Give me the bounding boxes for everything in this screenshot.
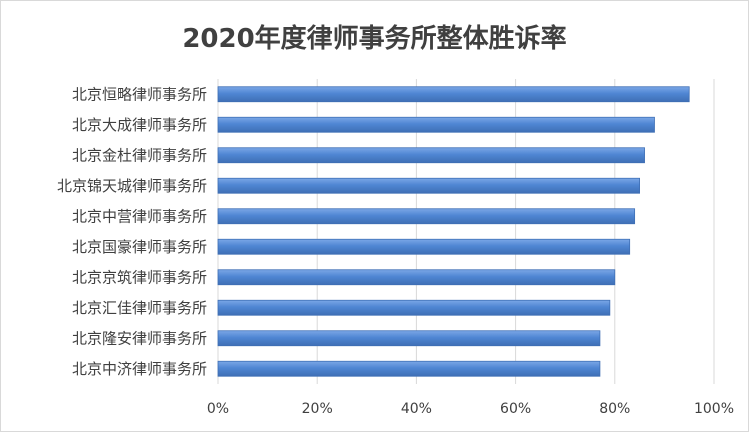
category-label: 北京隆安律师事务所 (72, 329, 207, 347)
bar (217, 208, 636, 225)
bar (217, 238, 631, 255)
category-label: 北京恒略律师事务所 (72, 85, 207, 103)
bar (217, 177, 641, 194)
bar (217, 360, 601, 377)
category-label: 北京汇佳律师事务所 (72, 299, 207, 317)
chart-title: 2020年度律师事务所整体胜诉率 (182, 24, 567, 54)
category-label: 北京锦天城律师事务所 (57, 177, 207, 195)
category-label: 北京中济律师事务所 (72, 360, 207, 378)
bar (217, 86, 690, 103)
bar (217, 330, 601, 347)
category-label: 北京中营律师事务所 (72, 207, 207, 225)
x-tick-label: 80% (599, 401, 630, 417)
bars (217, 86, 690, 377)
category-labels: 北京恒略律师事务所北京大成律师事务所北京金杜律师事务所北京锦天城律师事务所北京中… (57, 85, 207, 378)
bar (217, 269, 616, 286)
category-label: 北京国豪律师事务所 (72, 238, 207, 256)
bar (217, 116, 655, 133)
category-label: 北京大成律师事务所 (72, 116, 207, 134)
bar (217, 299, 611, 316)
x-tick-label: 60% (500, 401, 531, 417)
bar (217, 147, 645, 164)
category-label: 北京金杜律师事务所 (72, 146, 207, 164)
category-label: 北京京筑律师事务所 (72, 268, 207, 286)
x-tick-label: 20% (302, 401, 333, 417)
x-tick-label: 40% (401, 401, 432, 417)
x-tick-label: 100% (694, 401, 734, 417)
x-tick-labels: 0% 20% 40% 60% 80% 100% (207, 401, 734, 417)
x-tick-label: 0% (207, 401, 229, 417)
